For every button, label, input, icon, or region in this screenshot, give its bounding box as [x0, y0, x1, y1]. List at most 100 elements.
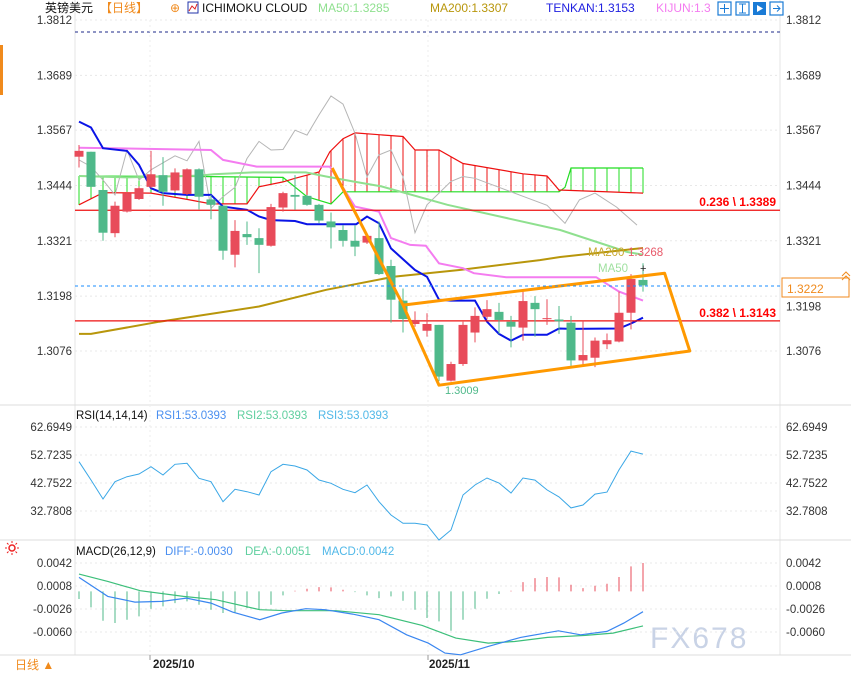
macd-tick-right: -0.0060 — [786, 627, 825, 639]
price-tick-left: 1.3812 — [37, 15, 72, 27]
period-switch-button[interactable]: 日线 ▲ — [15, 658, 54, 672]
candle-body — [146, 174, 156, 187]
candle-body — [434, 324, 444, 377]
diff-line — [78, 576, 644, 656]
macd-tick-left: -0.0060 — [33, 627, 72, 639]
candle-body — [458, 324, 468, 365]
rsi-line — [78, 450, 644, 541]
candle-body — [218, 205, 228, 251]
candle-body — [302, 195, 312, 205]
price-tick-left: 1.3321 — [37, 236, 72, 248]
kijun-legend: KIJUN:1.3 — [656, 1, 711, 15]
rsi-tick-right: 52.7235 — [786, 450, 828, 462]
candle-body — [482, 309, 492, 317]
dea-legend: DEA:-0.0051 — [245, 546, 311, 558]
price-tick-left: 1.3444 — [37, 180, 73, 192]
candle-body — [506, 321, 516, 327]
candle-body — [314, 204, 324, 221]
rsi-tick-left: 32.7808 — [30, 506, 72, 518]
tenkan-legend: TENKAN:1.3153 — [546, 1, 635, 15]
candlestick-series — [74, 145, 648, 382]
crosshair-marker: + — [640, 263, 646, 275]
rsi-tick-left: 52.7235 — [30, 450, 72, 462]
candle-body — [194, 169, 204, 197]
candle-body — [338, 230, 348, 241]
price-tick-left: 1.3567 — [37, 125, 72, 137]
candle-body — [542, 318, 552, 320]
macd-tick-left: 0.0008 — [37, 581, 72, 593]
candle-body — [554, 319, 564, 322]
candle-body — [206, 199, 216, 205]
rsi-tick-left: 42.7522 — [30, 478, 72, 490]
candle-body — [578, 355, 588, 361]
watermark-logo: FX678 — [650, 622, 748, 655]
candle-body — [626, 279, 636, 313]
rsi3-legend: RSI3:53.0393 — [318, 410, 388, 422]
scroll-indicator[interactable] — [0, 45, 3, 95]
candle-body — [470, 315, 480, 333]
ma200-tag: MA200 — [588, 247, 624, 259]
candle-body — [110, 205, 120, 234]
candle-body — [326, 221, 336, 228]
macd-tick-right: 0.0008 — [786, 581, 821, 593]
indicator-name: ICHIMOKU CLOUD — [202, 1, 308, 15]
candle-body — [398, 300, 408, 320]
time-label-nov: 2025/11 — [429, 659, 471, 671]
settings-sun-icon[interactable] — [5, 541, 19, 555]
candle-body — [362, 235, 372, 243]
candle-body — [98, 189, 108, 233]
senkou-span-a-line — [78, 167, 643, 205]
candle-body — [254, 238, 264, 245]
candle-body — [230, 230, 240, 255]
ma50-tag: MA50 — [598, 263, 628, 275]
macd-tick-left: -0.0026 — [33, 604, 72, 616]
exit-icon[interactable] — [769, 1, 784, 16]
fib-level-label: 0.382 \ 1.3143 — [699, 306, 776, 320]
add-indicator-icon[interactable]: ⊕ — [170, 1, 180, 15]
ma200-line — [79, 247, 644, 335]
candle-body — [242, 234, 252, 238]
candle-body — [182, 169, 192, 195]
fit-vertical-icon[interactable] — [735, 1, 750, 16]
ma200-value-tag: 1.3268 — [628, 247, 663, 259]
scroll-up-icon[interactable] — [841, 271, 851, 281]
rsi2-legend: RSI2:53.0393 — [237, 410, 307, 422]
last-price-value: 1.3222 — [787, 282, 824, 296]
candle-body — [74, 150, 84, 157]
candle-body — [350, 240, 360, 247]
time-label-oct: 2025/10 — [153, 659, 195, 671]
candle-body — [410, 319, 420, 324]
candle-body — [278, 193, 288, 208]
rsi-title: RSI(14,14,14) — [76, 410, 148, 422]
play-icon[interactable] — [753, 2, 766, 15]
price-tick-left: 1.3198 — [37, 291, 72, 303]
crosshair-icon[interactable] — [717, 1, 732, 16]
price-tick-right: 1.3444 — [786, 180, 822, 192]
macd-tick-left: 0.0042 — [37, 558, 72, 570]
candle-body — [614, 312, 624, 342]
rsi-tick-right: 32.7808 — [786, 506, 828, 518]
candle-body — [266, 207, 276, 246]
period-label[interactable]: 【日线】 — [100, 1, 148, 15]
candle-body — [86, 151, 96, 187]
candle-body — [170, 172, 180, 191]
macd-title: MACD(26,12,9) — [76, 546, 156, 558]
candle-body — [134, 188, 144, 199]
chikou-line — [78, 95, 638, 235]
price-tick-right: 1.3689 — [786, 70, 821, 82]
fib-level-label: 0.236 \ 1.3389 — [699, 195, 776, 209]
candle-body — [590, 340, 600, 358]
ma200-legend: MA200:1.3307 — [430, 1, 508, 15]
kijun-line — [78, 146, 644, 302]
price-tick-left: 1.3689 — [37, 70, 72, 82]
indicator-chart-icon[interactable] — [187, 1, 199, 14]
dea-line — [78, 573, 644, 644]
price-tick-right: 1.3076 — [786, 346, 821, 358]
price-tick-left: 1.3076 — [37, 346, 72, 358]
price-tick-right: 1.3812 — [786, 15, 821, 27]
candle-body — [638, 279, 648, 286]
rsi-tick-right: 42.7522 — [786, 478, 828, 490]
macd-tick-right: 0.0042 — [786, 558, 821, 570]
rsi1-legend: RSI1:53.0393 — [156, 410, 226, 422]
